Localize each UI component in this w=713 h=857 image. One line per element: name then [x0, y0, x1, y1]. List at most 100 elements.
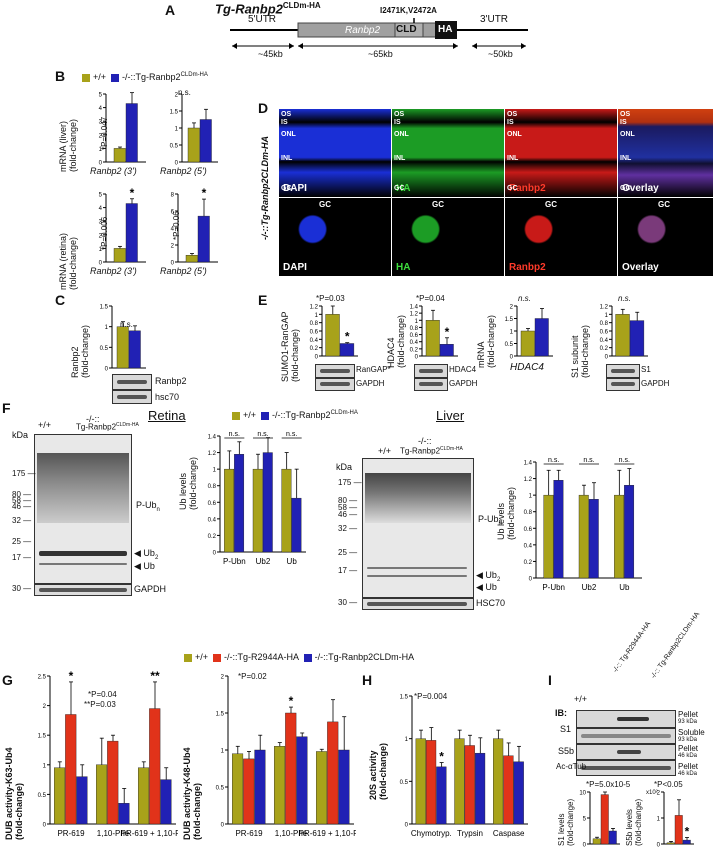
i-lane-tg1: -/-:: Tg-R2944A-HA: [612, 620, 653, 675]
y-tick-label: 1.5: [400, 695, 409, 701]
y-tick-label: 1.5: [100, 305, 109, 311]
e2-blot2-label: GAPDH: [449, 379, 478, 388]
retina-layer-label: GC: [394, 185, 405, 192]
i-kda-1: 93 kDa: [678, 737, 698, 743]
y-tick-label: 1.4: [524, 461, 533, 467]
y-tick-label: 4: [99, 106, 103, 112]
x-tick-label: Ub2: [256, 557, 271, 566]
i-lane-wt: +/+: [574, 694, 588, 704]
f-retina-lane-tg: -/-::: [86, 414, 100, 424]
cld-label: CLD: [396, 24, 417, 35]
bar: [95, 764, 108, 825]
y-tick-label: 0.4: [310, 338, 319, 344]
bar: [107, 740, 119, 825]
f2-ylabel: Ub levels (fold-change): [496, 486, 516, 540]
y-tick-label: 1: [510, 330, 514, 336]
y-tick-label: 0.5: [216, 786, 225, 792]
y-tick-label: 1.2: [310, 305, 319, 311]
retina-layer-label: INL: [507, 155, 519, 162]
bar: [425, 320, 440, 357]
f-liver-hsc70-blot: [362, 598, 474, 610]
retina-layer-label: GC: [620, 185, 631, 192]
retina-layer-label: IS: [620, 119, 627, 126]
ns-label: n.s.: [286, 431, 297, 438]
d-side-label: -/-::Tg-Ranbp2CLDm-HA: [260, 136, 270, 240]
g1-stat2: **P=0.03: [84, 700, 116, 709]
y-tick-label: 2: [175, 93, 179, 99]
bar: [199, 119, 212, 163]
mw-marker: 175 —: [338, 478, 362, 487]
bar: [281, 468, 292, 553]
x-tick-label: 1,10-Phe: [275, 829, 308, 838]
retina-ranbp2-micrograph: Ranbp2 OS IS ONL INL GC: [504, 108, 618, 198]
micrograph-channel-label: HA: [396, 262, 411, 273]
b-retina-ylabel: mRNA (retina) (fold-change): [58, 232, 78, 290]
bar: [543, 494, 554, 579]
y-tick-label: 5: [583, 817, 587, 823]
f-liver-pub: P-Ubn: [478, 514, 502, 527]
y-tick-label: 0: [583, 843, 587, 849]
utr3-label: 3'UTR: [480, 14, 509, 25]
chart-b4: 0 2 4 6 8 *: [171, 188, 218, 266]
y-tick-label: 2: [99, 233, 103, 239]
f-liver-lane-tg2: Tg-Ranbp2CLDm-HA: [400, 446, 463, 456]
bar: [436, 766, 447, 825]
y-tick-label: 0: [415, 355, 419, 361]
chart-e3: 0 0.5 1 1.5 2: [505, 305, 553, 360]
c-blot2-label: hsc70: [155, 392, 180, 402]
mw-marker: 58 —: [338, 503, 358, 512]
ns-label: n.s.: [583, 457, 594, 464]
i-blot-actub: [576, 760, 676, 776]
f-liver-blot: [362, 458, 474, 598]
ns-label: n.s.: [229, 431, 240, 438]
i-ib: IB:: [555, 708, 567, 718]
bar: [614, 494, 625, 579]
y-tick-label: 0.8: [600, 321, 609, 327]
bar: [296, 736, 308, 825]
e4-blot2-label: GAPDH: [641, 379, 670, 388]
bar: [338, 749, 350, 825]
f-liver-ub2: ◀ Ub2: [476, 570, 501, 583]
i-stat1: *P=5.0x10-5: [586, 780, 631, 789]
bar: [553, 480, 564, 579]
e3-ylabel: mRNA (fold-change): [476, 314, 496, 368]
gc-ranbp2-micrograph: Ranbp2 GC: [504, 197, 618, 277]
y-tick-label: 1.4: [208, 435, 217, 441]
retina-layer-label: ONL: [620, 131, 635, 138]
y-tick-label: 0.8: [410, 326, 419, 332]
bar: [534, 318, 549, 357]
legend-wt-swatch: [82, 73, 90, 82]
i2-ylabel: S5b levels (fold-change): [625, 798, 643, 846]
significance-star: *: [439, 750, 444, 764]
f-retina-lane-tg2: Tg-Ranbp2CLDm-HA: [76, 422, 139, 432]
retina-layer-label: ONL: [507, 131, 522, 138]
mw-marker: 80 —: [12, 490, 32, 499]
e1-stat: *P=0.03: [316, 294, 345, 303]
retina-dapi-micrograph: DAPI OS IS ONL INL GC: [278, 108, 392, 198]
y-tick-label: 0.2: [524, 560, 533, 566]
i-kda-0: 93 kDa: [678, 719, 698, 725]
g1-stat1: *P=0.04: [88, 690, 117, 699]
y-tick-label: 1: [415, 319, 419, 325]
bar: [600, 794, 609, 845]
utr5-label: 5'UTR: [248, 14, 277, 25]
micrograph-channel-label: Ranbp2: [509, 183, 546, 194]
c-blot-hsc70: [112, 390, 152, 404]
f-retina-title: Retina: [148, 408, 186, 423]
bar: [285, 712, 297, 825]
i-right-1: Soluble: [678, 728, 705, 737]
y-tick-label: 0.8: [524, 510, 533, 516]
x-tick-label: P-Ubn: [542, 583, 565, 592]
panel-label-g: G: [2, 672, 13, 688]
i-stat2: *P<0.05: [654, 780, 683, 789]
y-tick-label: 2.5: [38, 675, 47, 681]
ha-label: HA: [438, 24, 453, 35]
retina-layer-label: IS: [394, 119, 401, 126]
bar: [116, 326, 129, 369]
bar: [232, 753, 244, 825]
y-tick-label: 3: [99, 220, 103, 226]
y-tick-label: 0: [315, 355, 319, 361]
mutation-label: I2471K,V2472A: [380, 6, 437, 15]
i-row-s5b: S5b: [558, 746, 575, 756]
